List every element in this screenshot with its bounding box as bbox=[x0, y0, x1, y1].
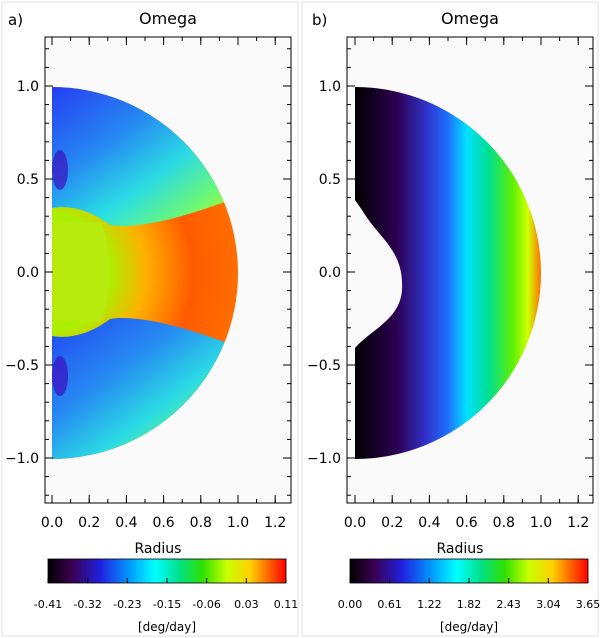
colorbar-tick-label-a: 0.11 bbox=[274, 598, 299, 611]
colorbar-tick-label-a: -0.41 bbox=[34, 598, 62, 611]
colorbar-tick-label-a: 0.03 bbox=[234, 598, 259, 611]
colorbar-tick-label-b: 0.00 bbox=[338, 598, 363, 611]
x-tick-label-b: 1.0 bbox=[530, 515, 552, 531]
x-tick-label-b: 0.8 bbox=[493, 515, 515, 531]
panel-label-a: a) bbox=[8, 11, 23, 29]
colorbar-tick-label-a: -0.32 bbox=[73, 598, 101, 611]
x-tick-label-a: 0.2 bbox=[78, 515, 100, 531]
chart-title-a: Omega bbox=[139, 9, 197, 28]
colorbar-label-b: [deg/day] bbox=[440, 620, 498, 634]
y-tick-label-a: −0.5 bbox=[5, 358, 39, 374]
x-tick-label-b: 0.6 bbox=[455, 515, 477, 531]
x-tick-label-b: 0.0 bbox=[344, 515, 366, 531]
x-tick-label-b: 1.2 bbox=[567, 515, 589, 531]
y-tick-label-a: 0.5 bbox=[17, 172, 39, 188]
panel-b-frame bbox=[301, 1, 599, 637]
x-tick-label-a: 0.4 bbox=[115, 515, 137, 531]
y-tick-label-b: −1.0 bbox=[307, 451, 341, 467]
y-tick-label-a: 1.0 bbox=[17, 79, 39, 95]
x-axis-label-a: Radius bbox=[135, 541, 182, 557]
y-tick-label-a: 0.0 bbox=[17, 265, 39, 281]
panel-label-b: b) bbox=[312, 11, 327, 29]
x-tick-label-a: 1.2 bbox=[264, 515, 286, 531]
colorbar-tick-label-b: 3.04 bbox=[536, 598, 561, 611]
colorbar-tick-label-b: 2.43 bbox=[496, 598, 521, 611]
colorbar-tick-label-b: 1.22 bbox=[417, 598, 442, 611]
x-tick-label-b: 0.4 bbox=[418, 515, 440, 531]
panel-a-frame bbox=[1, 1, 299, 637]
colorbar-tick-label-a: -0.06 bbox=[192, 598, 220, 611]
heatmap-b bbox=[355, 87, 541, 459]
colorbar-tick-label-a: -0.15 bbox=[153, 598, 181, 611]
x-tick-label-b: 0.2 bbox=[381, 515, 403, 531]
colorbar-tick-label-b: 1.82 bbox=[457, 598, 482, 611]
y-tick-label-b: 1.0 bbox=[319, 79, 341, 95]
x-tick-label-a: 1.0 bbox=[227, 515, 249, 531]
y-tick-label-a: −1.0 bbox=[5, 451, 39, 467]
y-tick-label-b: −0.5 bbox=[307, 358, 341, 374]
x-tick-label-a: 0.8 bbox=[190, 515, 212, 531]
x-axis-label-b: Radius bbox=[437, 541, 484, 557]
x-tick-label-a: 0.6 bbox=[152, 515, 174, 531]
colorbar-tick-label-b: 0.61 bbox=[377, 598, 402, 611]
colorbar-tick-label-b: 3.65 bbox=[576, 598, 600, 611]
y-tick-label-b: 0.5 bbox=[319, 172, 341, 188]
chart-title-b: Omega bbox=[441, 9, 499, 28]
colorbar-label-a: [deg/day] bbox=[138, 620, 196, 634]
colorbar-tick-label-a: -0.23 bbox=[113, 598, 141, 611]
y-tick-label-b: 0.0 bbox=[319, 265, 341, 281]
x-tick-label-a: 0.0 bbox=[41, 515, 63, 531]
